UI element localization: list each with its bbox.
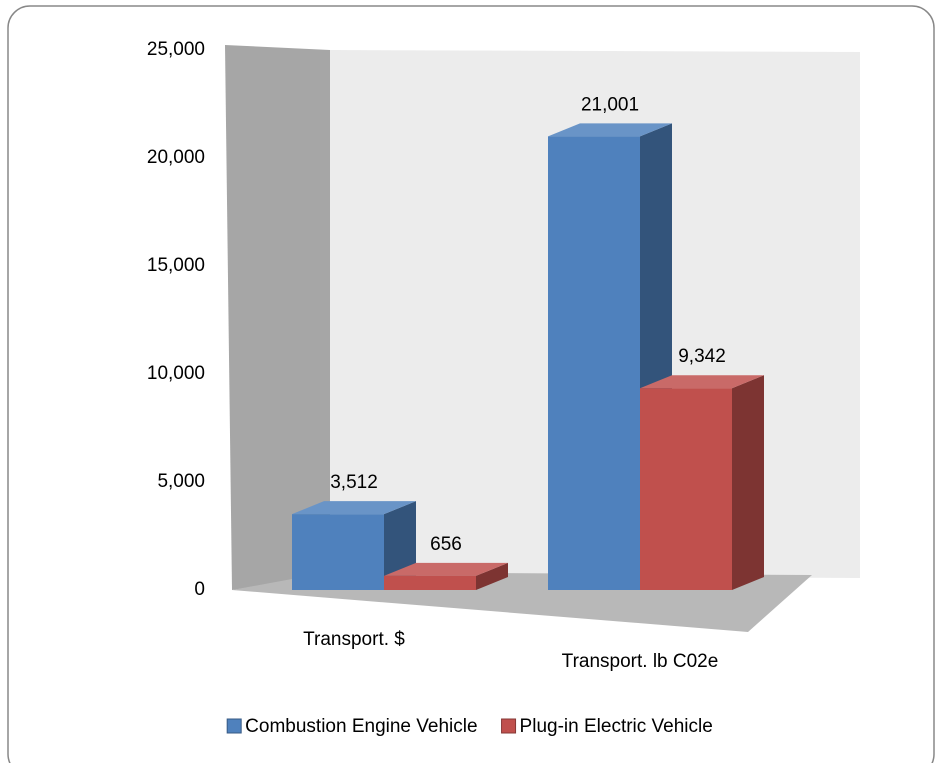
bar-top <box>640 375 764 389</box>
bar <box>384 575 476 590</box>
value-label: 9,342 <box>678 346 726 367</box>
legend-label: Combustion Engine Vehicle <box>245 716 477 737</box>
y-tick-label: 20,000 <box>147 147 205 168</box>
legend-label: Plug-in Electric Vehicle <box>520 716 713 737</box>
side-wall <box>225 45 330 590</box>
bar-top <box>384 562 508 576</box>
value-label: 656 <box>430 534 462 555</box>
legend-swatch <box>226 718 242 734</box>
y-tick-label: 25,000 <box>147 39 205 60</box>
bar <box>640 388 732 590</box>
value-label: 3,512 <box>330 472 378 493</box>
value-label: 21,001 <box>581 94 639 115</box>
bar-side <box>476 562 508 590</box>
y-tick-label: 15,000 <box>147 255 205 276</box>
bar <box>548 136 640 590</box>
x-tick-label: Transport. lb C02e <box>562 651 719 672</box>
bar-top <box>292 501 416 515</box>
bar <box>292 514 384 590</box>
bar-top <box>548 123 672 137</box>
legend-swatch <box>501 718 517 734</box>
y-tick-label: 10,000 <box>147 363 205 384</box>
bar-side <box>732 375 764 590</box>
y-tick-label: 0 <box>194 579 205 600</box>
y-tick-label: 5,000 <box>157 471 205 492</box>
x-tick-label: Transport. $ <box>303 629 405 650</box>
